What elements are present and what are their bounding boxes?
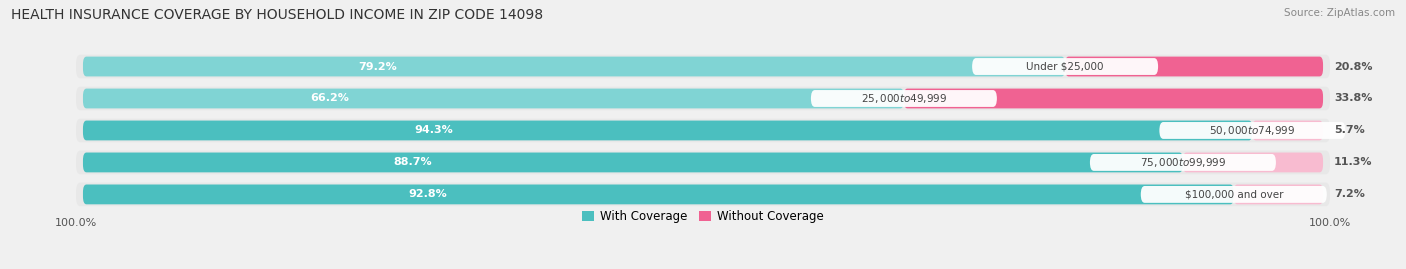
- FancyBboxPatch shape: [1233, 185, 1323, 204]
- FancyBboxPatch shape: [76, 119, 1330, 142]
- FancyBboxPatch shape: [811, 90, 997, 107]
- FancyBboxPatch shape: [904, 89, 1323, 108]
- FancyBboxPatch shape: [83, 185, 1233, 204]
- Text: 92.8%: 92.8%: [409, 189, 447, 199]
- Text: 5.7%: 5.7%: [1334, 125, 1365, 136]
- Text: 88.7%: 88.7%: [394, 157, 432, 167]
- FancyBboxPatch shape: [1253, 121, 1323, 140]
- FancyBboxPatch shape: [1182, 153, 1323, 172]
- Text: Under $25,000: Under $25,000: [1026, 62, 1104, 72]
- FancyBboxPatch shape: [83, 153, 1182, 172]
- FancyBboxPatch shape: [1090, 154, 1275, 171]
- Text: HEALTH INSURANCE COVERAGE BY HOUSEHOLD INCOME IN ZIP CODE 14098: HEALTH INSURANCE COVERAGE BY HOUSEHOLD I…: [11, 8, 543, 22]
- Text: 33.8%: 33.8%: [1334, 94, 1372, 104]
- FancyBboxPatch shape: [76, 183, 1330, 206]
- Text: 66.2%: 66.2%: [309, 94, 349, 104]
- Legend: With Coverage, Without Coverage: With Coverage, Without Coverage: [582, 210, 824, 223]
- FancyBboxPatch shape: [972, 58, 1159, 75]
- FancyBboxPatch shape: [1140, 186, 1327, 203]
- Text: $50,000 to $74,999: $50,000 to $74,999: [1209, 124, 1295, 137]
- FancyBboxPatch shape: [76, 55, 1330, 78]
- Text: $100,000 and over: $100,000 and over: [1184, 189, 1284, 199]
- Text: 94.3%: 94.3%: [415, 125, 453, 136]
- FancyBboxPatch shape: [83, 89, 904, 108]
- FancyBboxPatch shape: [1066, 56, 1323, 76]
- Text: 79.2%: 79.2%: [359, 62, 396, 72]
- Text: 7.2%: 7.2%: [1334, 189, 1365, 199]
- Text: $25,000 to $49,999: $25,000 to $49,999: [860, 92, 948, 105]
- Text: 20.8%: 20.8%: [1334, 62, 1372, 72]
- FancyBboxPatch shape: [76, 87, 1330, 110]
- Text: 11.3%: 11.3%: [1334, 157, 1372, 167]
- Text: Source: ZipAtlas.com: Source: ZipAtlas.com: [1284, 8, 1395, 18]
- FancyBboxPatch shape: [83, 121, 1253, 140]
- FancyBboxPatch shape: [83, 56, 1066, 76]
- Text: $75,000 to $99,999: $75,000 to $99,999: [1140, 156, 1226, 169]
- FancyBboxPatch shape: [1160, 122, 1346, 139]
- FancyBboxPatch shape: [76, 151, 1330, 174]
